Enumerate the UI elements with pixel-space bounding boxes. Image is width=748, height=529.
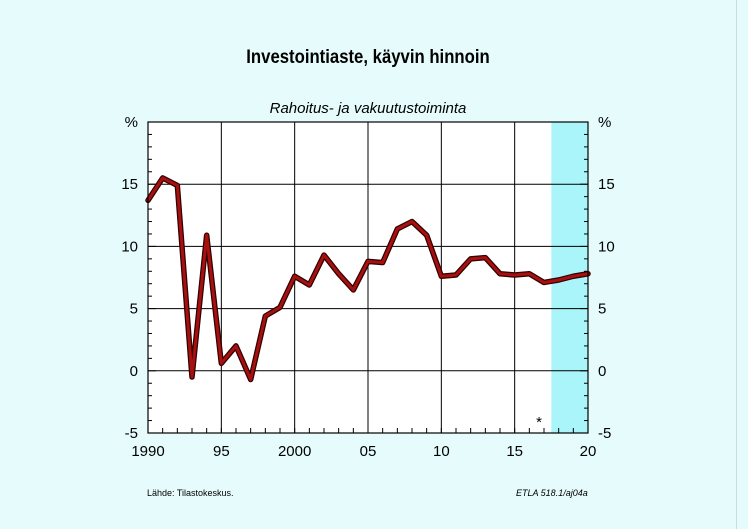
y-tick-label-left: 10 — [121, 238, 138, 255]
data-point — [557, 278, 561, 282]
data-point — [351, 288, 355, 292]
y-tick-label-right: 15 — [598, 176, 615, 193]
data-point — [513, 273, 517, 277]
data-point — [278, 305, 282, 309]
data-point — [571, 274, 575, 278]
y-tick-label-right: 0 — [598, 363, 606, 380]
x-tick-label: 95 — [213, 443, 230, 460]
data-point — [234, 344, 238, 348]
chart-subtitle: Rahoitus- ja vakuutustoiminta — [269, 100, 467, 117]
data-point — [469, 257, 473, 261]
data-point — [454, 273, 458, 277]
y-tick-label-right: % — [598, 114, 611, 131]
x-tick-label: 1990 — [131, 443, 164, 460]
x-tick-label: 15 — [506, 443, 523, 460]
x-tick-label: 05 — [360, 443, 377, 460]
y-tick-label-left: % — [125, 114, 138, 131]
data-point — [293, 274, 297, 278]
forecast-marker: * — [536, 414, 542, 431]
data-point — [425, 233, 429, 237]
y-tick-label-right: 10 — [598, 238, 615, 255]
data-point — [337, 272, 341, 276]
x-tick-label: 20 — [580, 443, 597, 460]
x-tick-label: 10 — [433, 443, 450, 460]
y-tick-label-right: 5 — [598, 301, 606, 318]
data-point — [498, 272, 502, 276]
data-point — [161, 176, 165, 180]
data-point — [219, 361, 223, 365]
chart-title: Investointiaste, käyvin hinnoin — [246, 47, 490, 68]
y-tick-label-right: -5 — [598, 425, 611, 442]
data-point — [527, 272, 531, 276]
data-point — [381, 261, 385, 264]
data-point — [175, 184, 179, 187]
data-point — [205, 233, 209, 237]
chart-code: ETLA 518.1/aj04a — [516, 488, 588, 498]
data-point — [542, 281, 546, 284]
data-point — [307, 283, 311, 287]
y-tick-label-left: 5 — [130, 301, 138, 318]
data-point — [439, 274, 443, 278]
y-tick-label-left: -5 — [125, 425, 138, 442]
data-point — [190, 375, 194, 379]
y-tick-label-left: 0 — [130, 363, 138, 380]
y-tick-label-left: 15 — [121, 176, 138, 193]
data-point — [410, 220, 414, 223]
data-point — [322, 253, 326, 257]
data-point — [366, 259, 370, 263]
data-point — [263, 314, 267, 318]
plot-border — [147, 121, 589, 434]
x-tick-label: 2000 — [278, 443, 311, 460]
data-point — [395, 227, 399, 231]
source-note: Lähde: Tilastokeskus. — [147, 488, 234, 498]
data-point — [249, 378, 253, 381]
data-point — [483, 256, 487, 259]
